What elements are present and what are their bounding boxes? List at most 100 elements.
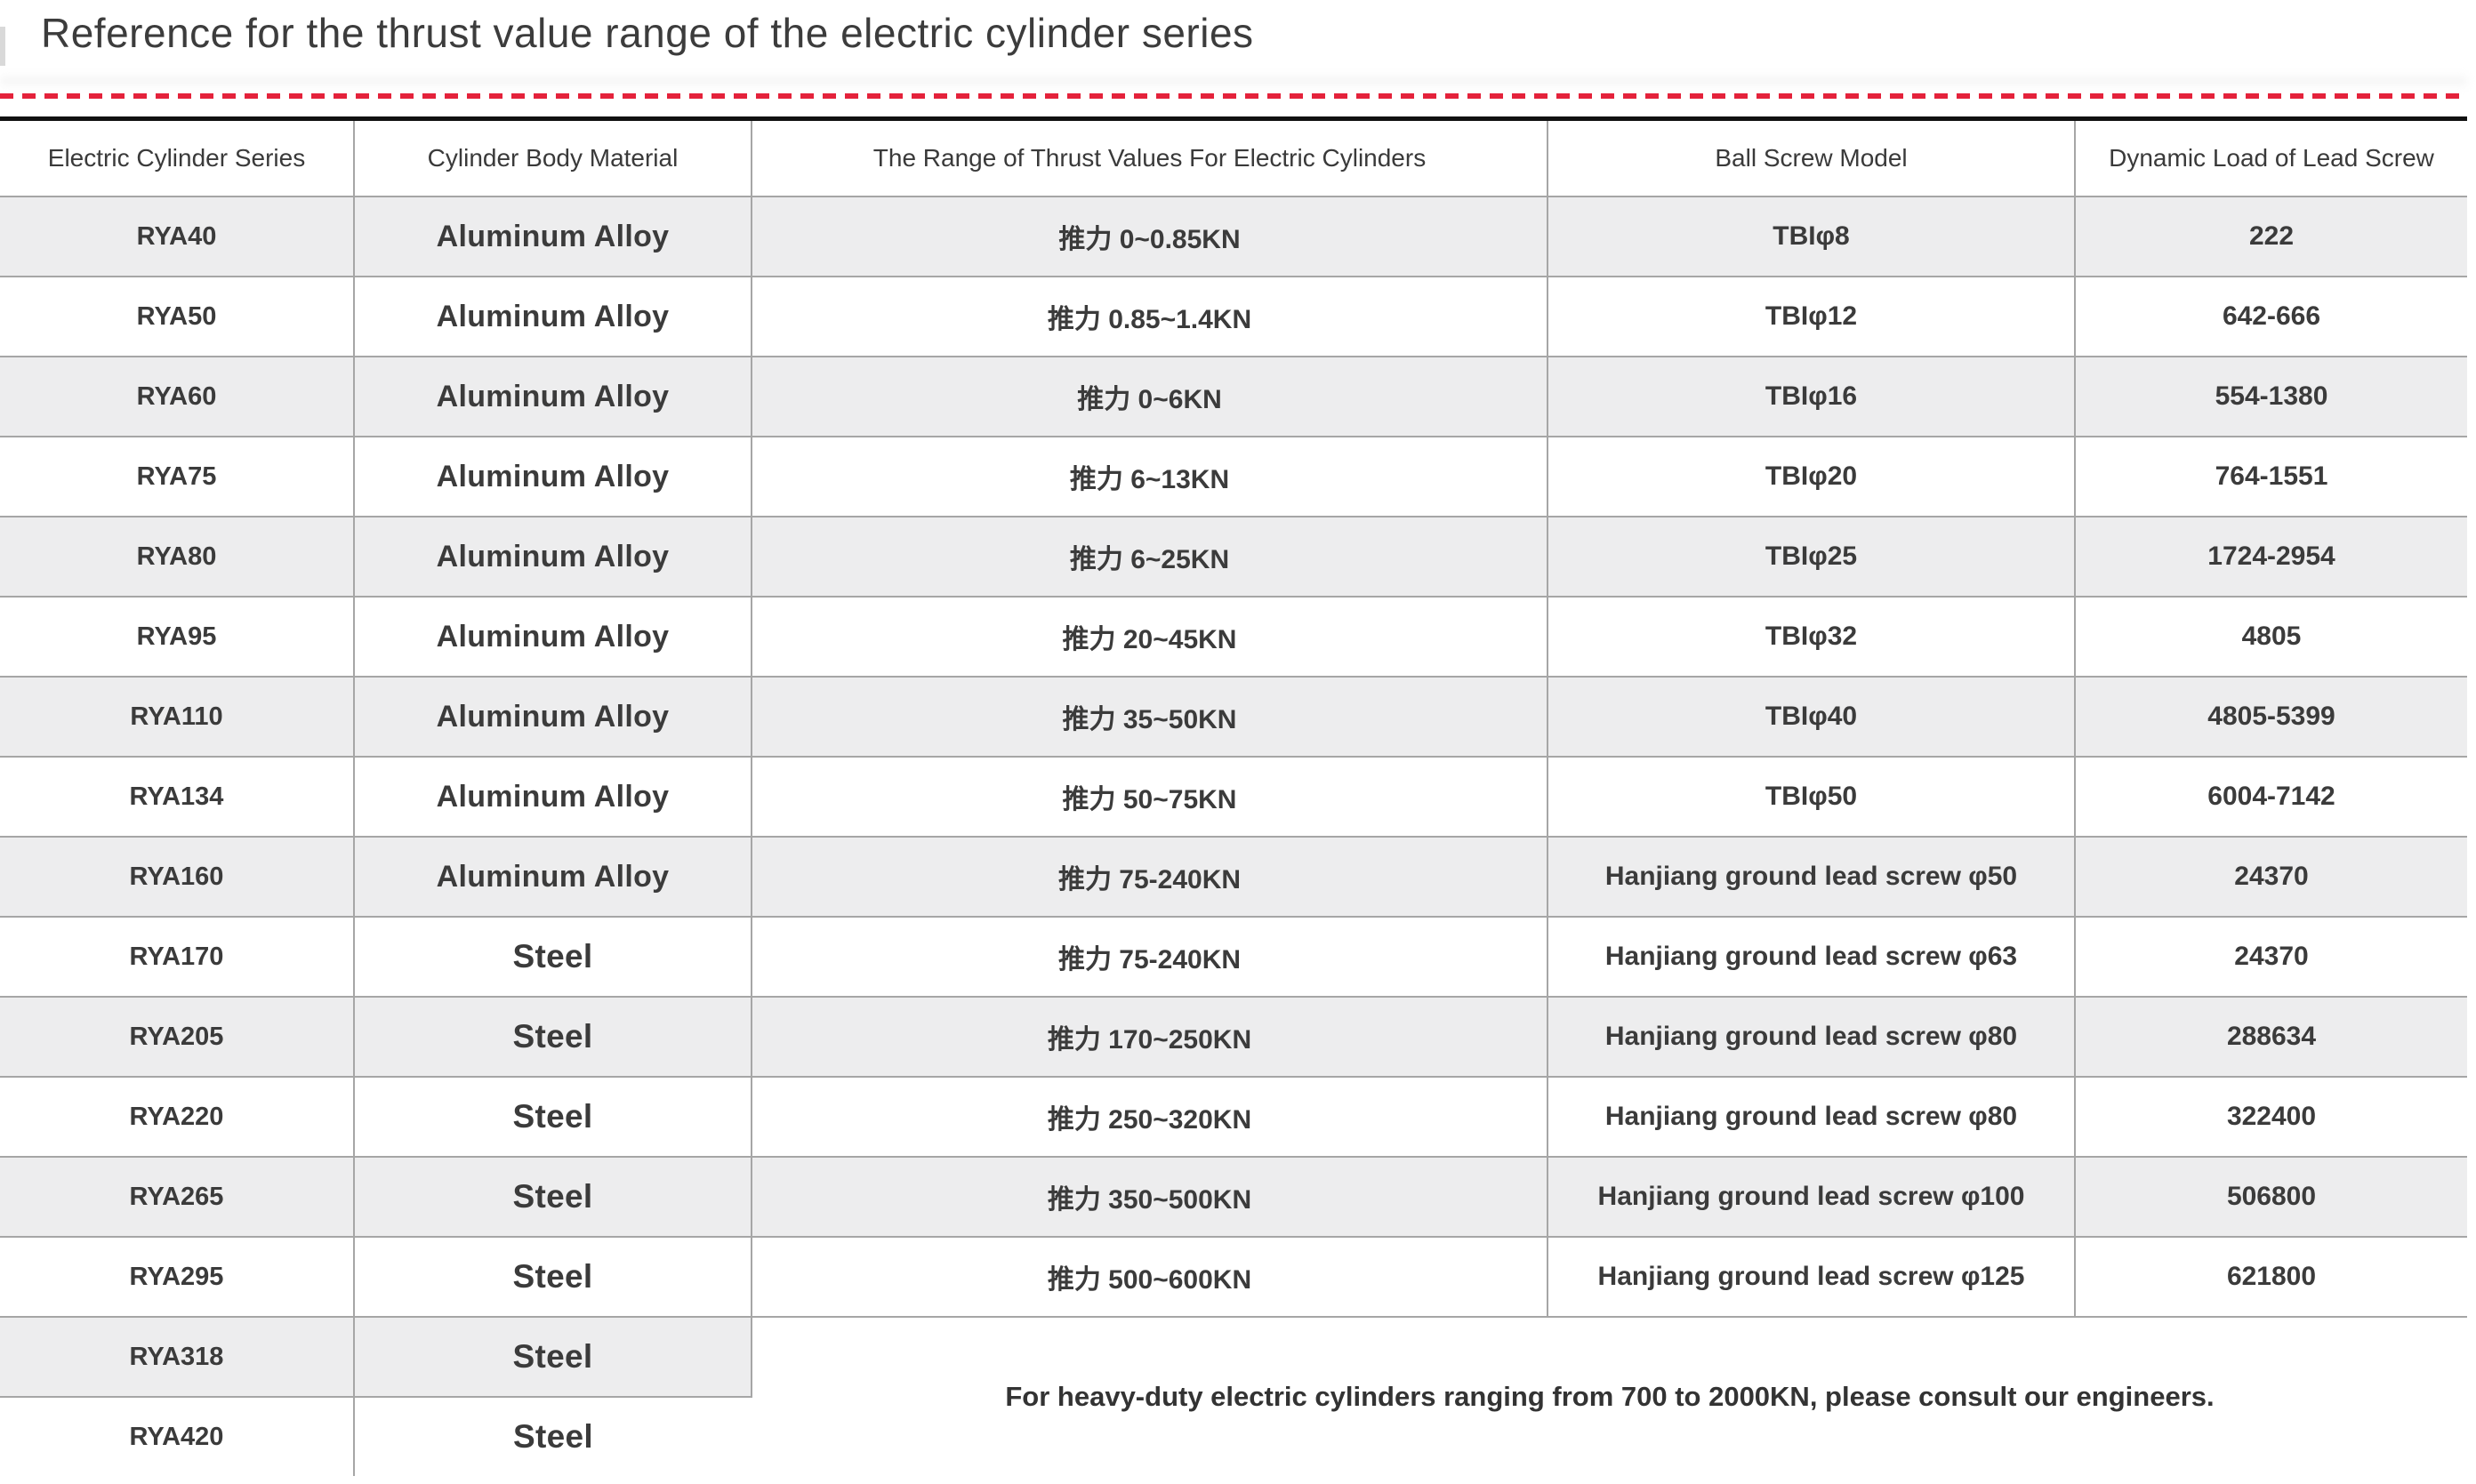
cell-series: RYA80 — [0, 517, 355, 598]
table-body: RYA40 Aluminum Alloy 推力 0~0.85KN TBIφ8 222 RY… — [0, 197, 2467, 1476]
cell-load: 1724-2954 — [2075, 517, 2467, 598]
cell-material: Aluminum Alloy — [354, 277, 752, 357]
cell-series: RYA75 — [0, 437, 355, 517]
cell-load: 621800 — [2075, 1237, 2467, 1318]
cell-thrust: 推力 0~0.85KN — [752, 197, 1548, 277]
cell-material: Aluminum Alloy — [354, 597, 752, 678]
cell-series: RYA170 — [0, 917, 355, 998]
column-header-2: Cylinder Body Material — [354, 118, 752, 197]
table-row: RYA134 Aluminum Alloy 推力 50~75KN TBIφ50 6004… — [0, 757, 2467, 838]
cell-screw: TBIφ20 — [1548, 437, 2076, 517]
cell-thrust: 推力 20~45KN — [752, 597, 1548, 678]
column-header-1: Electric Cylinder Series — [0, 118, 355, 197]
cell-thrust: 推力 50~75KN — [752, 757, 1548, 838]
table-row: RYA420 Steel — [0, 1397, 2467, 1476]
cell-series: RYA50 — [0, 277, 355, 357]
cell-load: 764-1551 — [2075, 437, 2467, 517]
cell-series: RYA160 — [0, 837, 355, 918]
cell-series: RYA134 — [0, 757, 355, 838]
table-row: RYA40 Aluminum Alloy 推力 0~0.85KN TBIφ8 222 — [0, 197, 2467, 277]
cell-series: RYA420 — [0, 1397, 355, 1476]
cell-series: RYA60 — [0, 357, 355, 437]
cell-load: 554-1380 — [2075, 357, 2467, 437]
left-edge-fragment — [0, 27, 5, 66]
cell-screw: TBIφ12 — [1548, 277, 2076, 357]
divider-shadow — [0, 76, 2467, 85]
cell-material: Steel — [354, 917, 752, 998]
cell-screw: TBIφ40 — [1548, 677, 2076, 758]
cell-thrust: 推力 500~600KN — [752, 1237, 1548, 1318]
table-row: RYA295 Steel 推力 500~600KN Hanjiang ground l… — [0, 1237, 2467, 1318]
thrust-reference-table: Electric Cylinder Series Cylinder Body Ma… — [0, 116, 2467, 1476]
table-row: RYA75 Aluminum Alloy 推力 6~13KN TBIφ20 764-15… — [0, 437, 2467, 517]
cell-screw: TBIφ8 — [1548, 197, 2076, 277]
cell-material: Aluminum Alloy — [354, 197, 752, 277]
table-row: RYA60 Aluminum Alloy 推力 0~6KN TBIφ16 554-138… — [0, 357, 2467, 437]
cell-series: RYA95 — [0, 597, 355, 678]
table-row: RYA205 Steel 推力 170~250KN Hanjiang ground l… — [0, 997, 2467, 1078]
cell-thrust: 推力 350~500KN — [752, 1157, 1548, 1238]
cell-material: Steel — [354, 1157, 752, 1238]
table-row: RYA170 Steel 推力 75-240KN Hanjiang ground le… — [0, 917, 2467, 998]
cell-thrust: 推力 170~250KN — [752, 997, 1548, 1078]
cell-load: 4805 — [2075, 597, 2467, 678]
cell-load: 288634 — [2075, 997, 2467, 1078]
header-row: Electric Cylinder Series Cylinder Body Ma… — [0, 118, 2467, 197]
cell-screw: Hanjiang ground lead screw φ50 — [1548, 837, 2076, 918]
table-row: RYA80 Aluminum Alloy 推力 6~25KN TBIφ25 1724-2… — [0, 517, 2467, 598]
cell-screw: Hanjiang ground lead screw φ80 — [1548, 1077, 2076, 1158]
cell-series: RYA318 — [0, 1317, 355, 1398]
table-row: RYA265 Steel 推力 350~500KN Hanjiang ground l… — [0, 1157, 2467, 1238]
cell-material: Aluminum Alloy — [354, 837, 752, 918]
cell-material: Aluminum Alloy — [354, 357, 752, 437]
cell-material: Aluminum Alloy — [354, 437, 752, 517]
cell-material: Steel — [354, 1317, 752, 1398]
cell-material: Steel — [354, 1077, 752, 1158]
column-header-4: Ball Screw Model — [1548, 118, 2076, 197]
cell-thrust: 推力 6~25KN — [752, 517, 1548, 598]
cell-load: 322400 — [2075, 1077, 2467, 1158]
cell-material: Aluminum Alloy — [354, 757, 752, 838]
heavy-duty-note: For heavy-duty electric cylinders rangin… — [752, 1317, 2467, 1476]
cell-thrust: 推力 75-240KN — [752, 917, 1548, 998]
table-row: RYA110 Aluminum Alloy 推力 35~50KN TBIφ40 4805… — [0, 677, 2467, 758]
cell-screw: Hanjiang ground lead screw φ80 — [1548, 997, 2076, 1078]
page-title: Reference for the thrust value range of … — [41, 10, 1254, 56]
cell-thrust: 推力 0~6KN — [752, 357, 1548, 437]
cell-material: Steel — [354, 997, 752, 1078]
cell-material: Steel — [354, 1237, 752, 1318]
cell-screw: Hanjiang ground lead screw φ125 — [1548, 1237, 2076, 1318]
table-row: RYA50 Aluminum Alloy 推力 0.85~1.4KN TBIφ12 64… — [0, 277, 2467, 357]
cell-load: 642-666 — [2075, 277, 2467, 357]
cell-series: RYA110 — [0, 677, 355, 758]
cell-screw: Hanjiang ground lead screw φ100 — [1548, 1157, 2076, 1238]
cell-load: 6004-7142 — [2075, 757, 2467, 838]
cell-load: 506800 — [2075, 1157, 2467, 1238]
cell-screw: Hanjiang ground lead screw φ63 — [1548, 917, 2076, 998]
cell-material: Aluminum Alloy — [354, 517, 752, 598]
table-row: RYA160 Aluminum Alloy 推力 75-240KN Hanjiang … — [0, 837, 2467, 918]
cell-screw: TBIφ50 — [1548, 757, 2076, 838]
cell-thrust: 推力 35~50KN — [752, 677, 1548, 758]
table-row: RYA318 Steel For heavy-duty electric cylin… — [0, 1317, 2467, 1476]
cell-load: 4805-5399 — [2075, 677, 2467, 758]
cell-series: RYA265 — [0, 1157, 355, 1238]
table-row: RYA220 Steel 推力 250~320KN Hanjiang ground l… — [0, 1077, 2467, 1158]
column-header-3: The Range of Thrust Values For Electric … — [752, 118, 1548, 197]
cell-thrust: 推力 6~13KN — [752, 437, 1548, 517]
table-row: RYA95 Aluminum Alloy 推力 20~45KN TBIφ32 4805 — [0, 597, 2467, 678]
cell-load: 24370 — [2075, 837, 2467, 918]
cell-screw: TBIφ32 — [1548, 597, 2076, 678]
cell-series: RYA220 — [0, 1077, 355, 1158]
column-header-5: Dynamic Load of Lead Screw — [2075, 118, 2467, 197]
cell-material: Steel — [513, 1418, 593, 1455]
cell-series: RYA40 — [0, 197, 355, 277]
cell-thrust: 推力 75-240KN — [752, 837, 1548, 918]
dashed-divider — [0, 93, 2467, 99]
cell-load: 24370 — [2075, 917, 2467, 998]
cell-material: Aluminum Alloy — [354, 677, 752, 758]
cell-series: RYA295 — [0, 1237, 355, 1318]
cell-thrust: 推力 250~320KN — [752, 1077, 1548, 1158]
cell-thrust: 推力 0.85~1.4KN — [752, 277, 1548, 357]
